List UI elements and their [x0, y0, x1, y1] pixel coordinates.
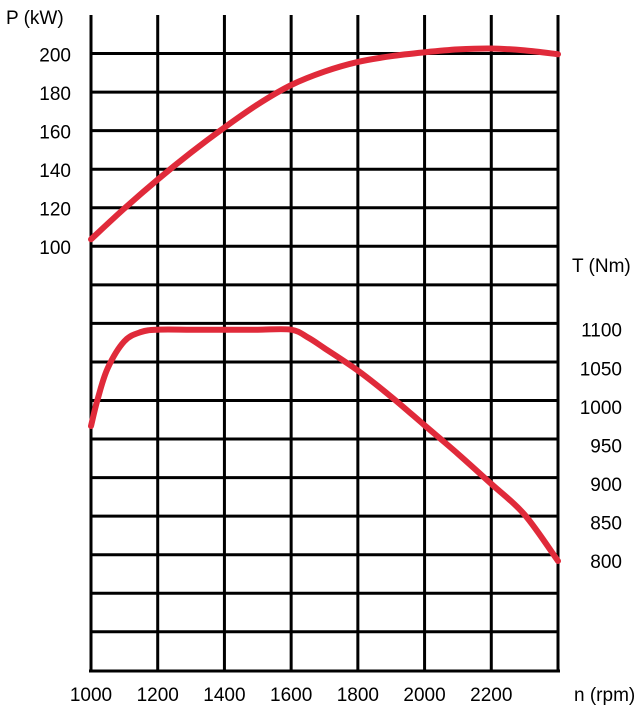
- x-tick-label: 1800: [337, 685, 379, 706]
- power-tick-label: 160: [39, 122, 71, 143]
- power-tick-label: 140: [39, 161, 71, 182]
- power-axis-title: P (kW): [6, 8, 64, 29]
- grid: [91, 15, 558, 671]
- x-axis-ticks: 1000 1200 1400 1600 1800 2000 2200: [70, 685, 513, 706]
- power-tick-label: 180: [39, 84, 71, 105]
- x-tick-label: 1400: [203, 685, 245, 706]
- torque-tick-label: 1100: [581, 321, 622, 342]
- x-axis-title: n (rpm): [574, 685, 635, 706]
- torque-tick-label: 850: [590, 513, 622, 534]
- torque-tick-label: 1000: [580, 398, 622, 419]
- torque-axis-title: T (Nm): [572, 256, 631, 277]
- x-tick-label: 1000: [70, 685, 112, 706]
- power-axis-ticks: 100 120 140 160 180 200: [39, 45, 71, 259]
- torque-tick-label: 900: [590, 475, 622, 496]
- plot-frame: [89, 15, 560, 673]
- power-tick-label: 200: [39, 45, 71, 66]
- torque-tick-label: 950: [590, 436, 622, 457]
- torque-curve: [88, 326, 561, 564]
- torque-tick-label: 800: [590, 552, 622, 573]
- series-layer: [88, 45, 561, 564]
- power-curve: [88, 45, 561, 243]
- torque-axis-ticks: 800 850 900 950 1000 1050 1100: [580, 321, 622, 573]
- x-tick-label: 2200: [470, 685, 512, 706]
- power-tick-label: 120: [39, 199, 71, 220]
- x-tick-label: 2000: [403, 685, 445, 706]
- x-tick-label: 1600: [270, 685, 312, 706]
- power-tick-label: 100: [39, 238, 71, 259]
- torque-tick-label: 1050: [580, 359, 622, 380]
- x-tick-label: 1200: [137, 685, 179, 706]
